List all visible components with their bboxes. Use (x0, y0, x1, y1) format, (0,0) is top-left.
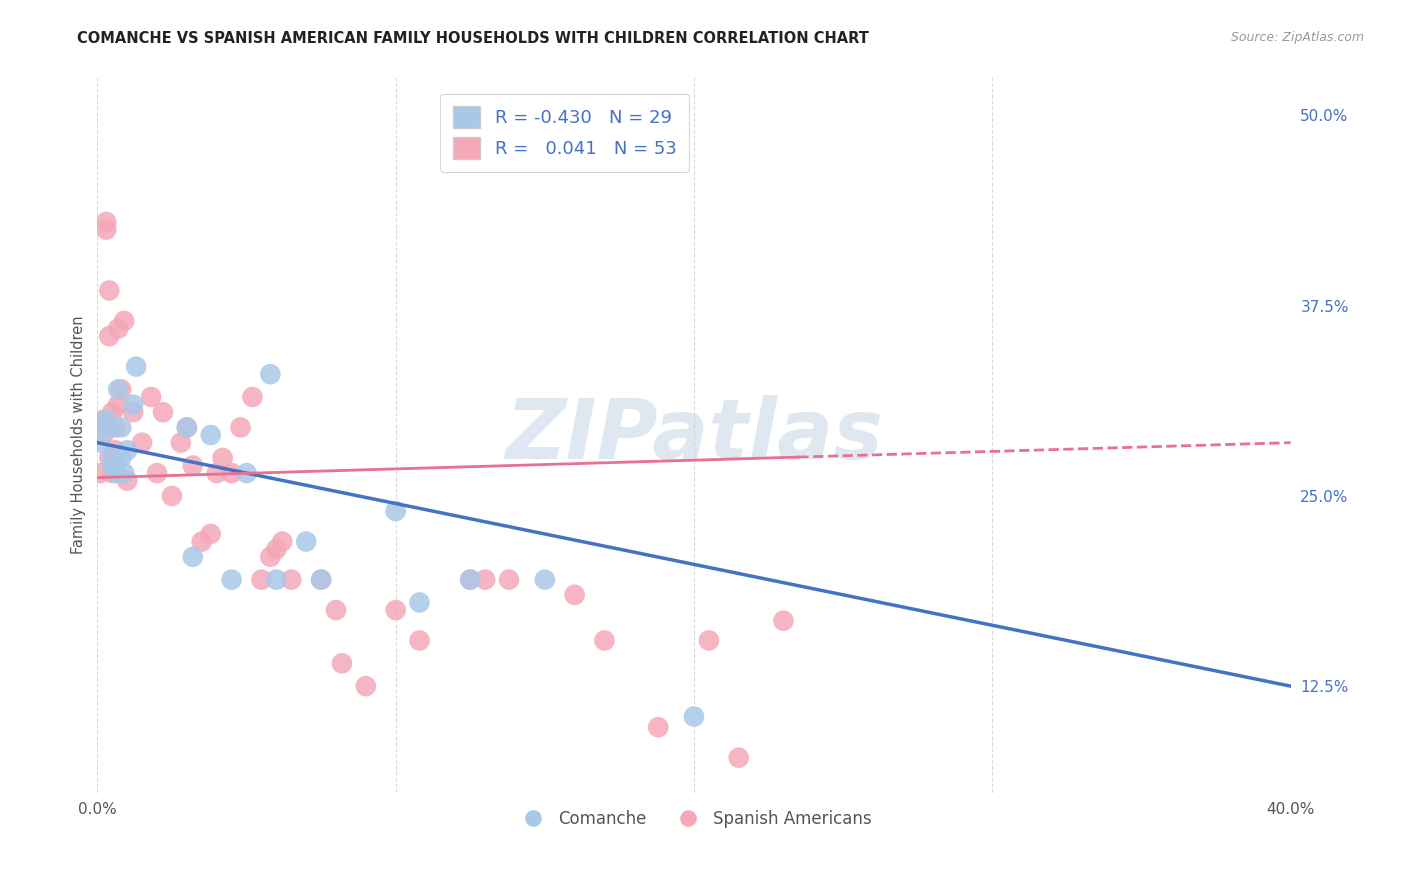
Point (110, 420, 132, 434)
Point (104, 420, 127, 434)
Point (146, 466, 169, 480)
Point (98, 420, 121, 434)
Point (181, 549, 204, 564)
Point (697, 633, 720, 648)
Point (101, 405, 124, 419)
Point (309, 573, 332, 587)
Point (229, 420, 252, 434)
Point (235, 466, 257, 480)
Point (259, 367, 281, 381)
Point (309, 573, 332, 587)
Point (96, 215, 118, 229)
Point (354, 679, 377, 693)
Point (266, 573, 288, 587)
Point (295, 534, 318, 549)
Point (122, 398, 145, 412)
Y-axis label: Family Households with Children: Family Households with Children (72, 316, 86, 554)
Point (89, 435, 111, 450)
Point (125, 359, 148, 374)
Point (115, 474, 138, 488)
Point (190, 534, 212, 549)
Point (176, 420, 198, 434)
Point (170, 435, 193, 450)
Point (564, 588, 586, 602)
Text: Source: ZipAtlas.com: Source: ZipAtlas.com (1230, 31, 1364, 45)
Point (266, 542, 288, 557)
Point (110, 383, 132, 397)
Point (91, 428, 114, 442)
Point (408, 595, 430, 609)
Point (200, 527, 222, 541)
Point (647, 720, 669, 734)
Point (330, 657, 353, 671)
Point (104, 443, 127, 458)
Point (408, 633, 430, 648)
Point (112, 314, 135, 328)
Point (458, 573, 481, 587)
Point (91, 413, 114, 427)
Point (242, 390, 264, 404)
Point (176, 420, 198, 434)
Point (98, 450, 121, 465)
Point (112, 466, 135, 480)
Point (259, 549, 281, 564)
Point (96, 222, 118, 236)
Point (152, 405, 174, 419)
Legend: Comanche, Spanish Americans: Comanche, Spanish Americans (509, 803, 879, 834)
Point (593, 633, 616, 648)
Point (101, 458, 124, 473)
Point (200, 428, 222, 442)
Point (772, 614, 794, 628)
Point (98, 329, 121, 343)
Point (221, 466, 243, 480)
Point (101, 466, 124, 480)
Point (96, 420, 118, 434)
Point (280, 573, 302, 587)
Point (101, 450, 124, 465)
Point (131, 435, 153, 450)
Point (683, 709, 706, 723)
Point (110, 450, 132, 465)
Point (250, 573, 273, 587)
Point (89, 466, 111, 480)
Point (98, 284, 121, 298)
Point (104, 466, 127, 480)
Text: COMANCHE VS SPANISH AMERICAN FAMILY HOUSEHOLDS WITH CHILDREN CORRELATION CHART: COMANCHE VS SPANISH AMERICAN FAMILY HOUS… (77, 31, 869, 46)
Point (122, 405, 145, 419)
Point (205, 466, 228, 480)
Point (384, 603, 406, 617)
Point (727, 750, 749, 764)
Point (107, 398, 129, 412)
Point (325, 603, 347, 617)
Point (474, 573, 496, 587)
Point (221, 573, 243, 587)
Point (271, 534, 294, 549)
Text: ZIPatlas: ZIPatlas (505, 394, 883, 475)
Point (96, 413, 118, 427)
Point (107, 321, 129, 335)
Point (211, 450, 233, 465)
Point (181, 458, 204, 473)
Point (115, 443, 138, 458)
Point (384, 504, 406, 518)
Point (533, 573, 555, 587)
Point (104, 458, 127, 473)
Point (498, 573, 520, 587)
Point (458, 573, 481, 587)
Point (139, 390, 162, 404)
Point (160, 489, 183, 503)
Point (107, 383, 129, 397)
